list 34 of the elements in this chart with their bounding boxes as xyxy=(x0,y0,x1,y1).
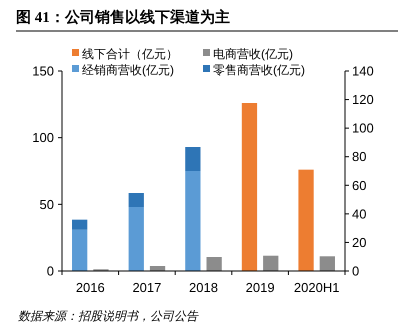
chart-title: 图 41：公司销售以线下渠道为主 xyxy=(16,8,230,26)
bar xyxy=(185,147,200,171)
bar xyxy=(128,193,144,207)
y-tick-label: 100 xyxy=(32,130,54,146)
y2-tick-label: 120 xyxy=(352,92,374,108)
y2-tick-label: 0 xyxy=(352,264,360,278)
source-note: 数据来源：招股说明书，公司公告 xyxy=(18,309,199,323)
y-tick-label: 0 xyxy=(46,264,54,278)
bar xyxy=(185,171,200,271)
y-tick-label: 50 xyxy=(40,196,54,212)
legend-label: 电商营收(亿元) xyxy=(213,47,293,61)
legend-label: 零售商营收(亿元) xyxy=(213,63,305,77)
bar xyxy=(128,207,144,271)
bar xyxy=(263,256,278,271)
y2-tick-label: 20 xyxy=(352,234,366,250)
bar xyxy=(72,230,88,271)
x-tick-label: 2019 xyxy=(246,280,275,295)
legend-label: 经销商营收(亿元) xyxy=(82,63,174,77)
x-tick-label: 2020H1 xyxy=(294,280,340,295)
bar xyxy=(72,220,88,230)
y2-tick-label: 40 xyxy=(352,206,366,222)
bar xyxy=(242,103,258,271)
x-tick-label: 2016 xyxy=(76,280,105,295)
bar xyxy=(206,257,222,271)
y2-tick-label: 100 xyxy=(352,120,374,136)
bar xyxy=(298,170,314,271)
y2-tick-label: 140 xyxy=(352,64,374,78)
legend-label: 线下合计（亿元） xyxy=(82,47,178,61)
x-tick-label: 2018 xyxy=(189,280,218,295)
x-tick-label: 2017 xyxy=(132,280,162,295)
y2-tick-label: 60 xyxy=(352,178,366,193)
y-tick-label: 150 xyxy=(32,64,54,78)
bar xyxy=(320,256,335,271)
y2-tick-label: 80 xyxy=(352,149,366,164)
